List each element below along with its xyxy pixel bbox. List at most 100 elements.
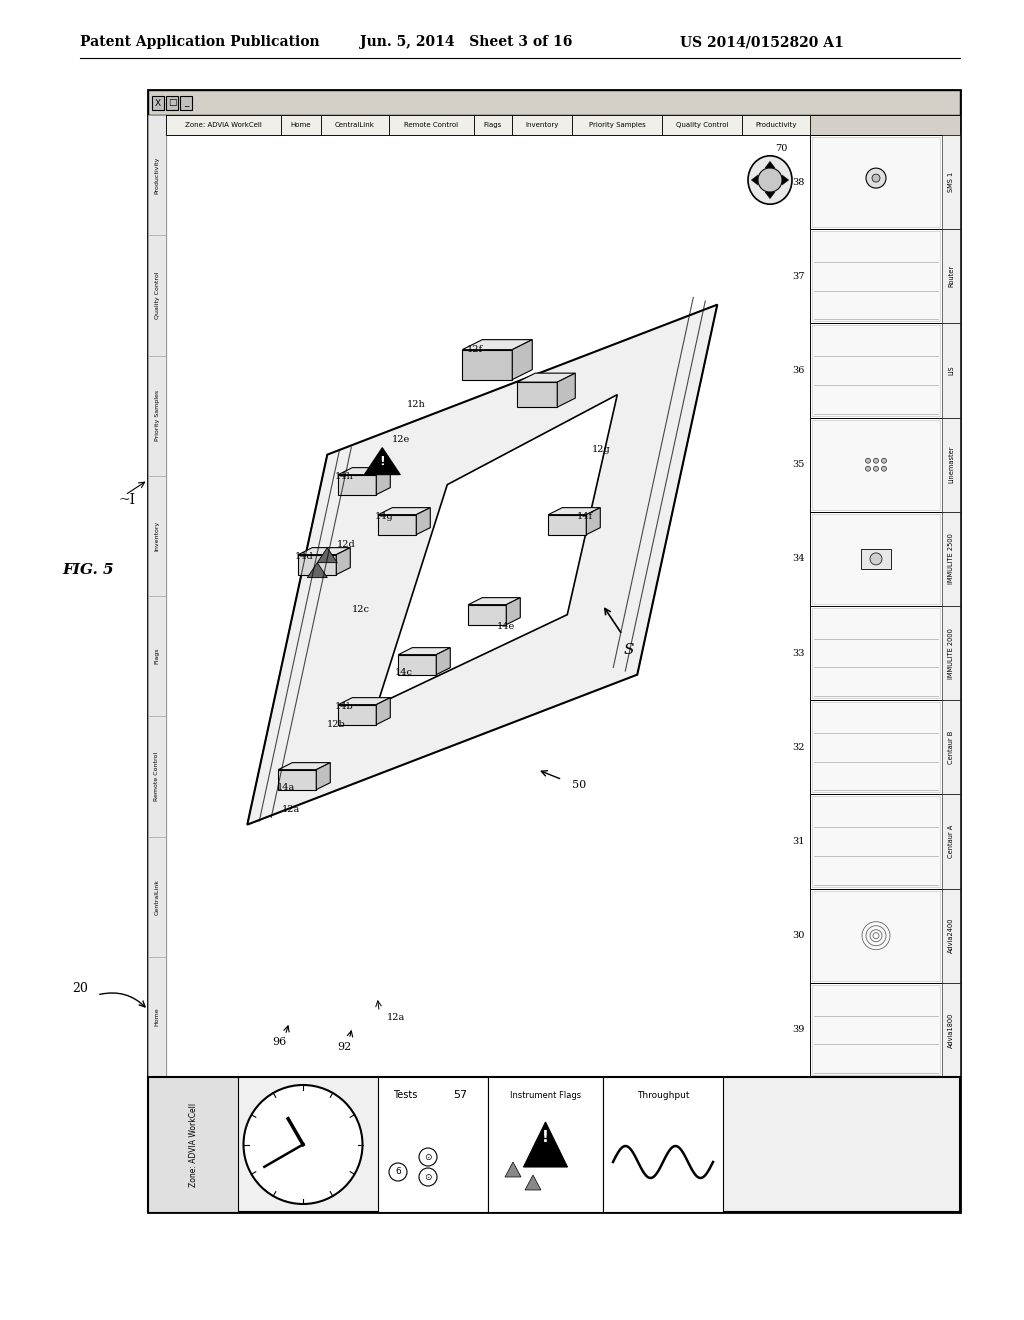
Bar [810,230,961,323]
Polygon shape [338,475,376,495]
Text: IMMULITE 2000: IMMULITE 2000 [948,628,954,678]
Text: 39: 39 [793,1026,805,1035]
Text: Throughput: Throughput [637,1090,689,1100]
Bar [812,231,940,321]
Polygon shape [307,562,328,578]
Circle shape [882,458,887,463]
Polygon shape [279,763,331,770]
Bar [148,90,961,115]
Text: ~I: ~I [118,492,135,507]
Text: 12h: 12h [408,400,426,409]
Text: Productivity: Productivity [155,157,160,194]
Text: CentralLink: CentralLink [335,121,375,128]
Text: Productivity: Productivity [756,121,797,128]
Text: Zone: ADVIA WorkCell: Zone: ADVIA WorkCell [188,1102,198,1187]
Circle shape [389,1163,407,1181]
Text: Home: Home [291,121,311,128]
Bar [810,795,961,888]
Bar [742,115,810,135]
Polygon shape [376,467,390,495]
Circle shape [866,168,886,187]
Polygon shape [468,598,520,605]
Polygon shape [298,554,336,574]
Text: 12c: 12c [352,605,371,614]
Bar [512,115,572,135]
Polygon shape [378,508,430,515]
Polygon shape [417,508,430,535]
Text: Tests: Tests [393,1090,418,1100]
Text: 32: 32 [793,743,805,752]
Polygon shape [523,1122,567,1167]
Bar [812,326,940,416]
Text: Patent Application Publication: Patent Application Publication [80,36,319,49]
Text: 12a: 12a [387,1012,406,1022]
Polygon shape [279,770,316,789]
Polygon shape [505,1162,521,1177]
Text: 38: 38 [793,178,805,186]
Bar [810,888,961,983]
Circle shape [873,466,879,471]
Bar [378,1077,488,1212]
Polygon shape [398,655,436,675]
Text: Flags: Flags [155,648,160,664]
Bar [148,1077,961,1212]
Bar [812,137,940,227]
Text: 50: 50 [572,780,587,789]
Circle shape [419,1168,437,1185]
Bar [942,135,961,230]
Circle shape [865,458,870,463]
Bar [812,796,940,887]
Bar [662,115,742,135]
Text: Remote Control: Remote Control [155,752,160,801]
Text: 12b: 12b [328,721,346,729]
Text: 70: 70 [775,144,787,153]
Bar [810,606,961,700]
Text: Remote Control: Remote Control [404,121,459,128]
Polygon shape [752,176,758,185]
Bar [572,115,662,135]
Text: □: □ [168,99,176,107]
Bar [148,235,166,355]
Text: Centaur B: Centaur B [948,731,954,764]
Text: S: S [624,643,635,656]
Text: 96: 96 [272,1038,287,1047]
Bar [148,115,166,1077]
Polygon shape [316,763,331,789]
Text: 12a: 12a [283,805,300,814]
Text: Priority Samples: Priority Samples [589,121,645,128]
Bar [281,115,321,135]
Text: Home: Home [155,1007,160,1026]
Bar [942,417,961,512]
Polygon shape [317,548,337,562]
Text: 14g: 14g [375,512,394,521]
Bar [148,1077,238,1212]
Text: Linemaster: Linemaster [948,446,954,483]
Text: 36: 36 [793,366,805,375]
Text: Instrument Flags: Instrument Flags [510,1090,581,1100]
Bar [810,417,961,512]
Polygon shape [378,515,417,535]
Text: 14a: 14a [278,783,296,792]
Bar [166,115,961,135]
Polygon shape [517,374,575,383]
Text: 12f: 12f [467,345,483,354]
Text: 14e: 14e [498,622,515,631]
Polygon shape [765,161,775,168]
Polygon shape [765,193,775,199]
Text: 12e: 12e [392,436,411,444]
Bar [812,702,940,792]
Bar [148,115,166,235]
Bar [812,609,940,698]
Polygon shape [548,515,587,535]
Circle shape [419,1148,437,1166]
Text: Router: Router [948,265,954,288]
Polygon shape [338,698,390,705]
Text: 12g: 12g [592,445,611,454]
Text: CentralLink: CentralLink [155,879,160,915]
Bar [861,549,891,569]
Polygon shape [517,383,557,407]
Polygon shape [548,508,600,515]
Polygon shape [525,1175,541,1191]
Bar [488,1077,603,1212]
Text: ⊙: ⊙ [424,1152,432,1162]
